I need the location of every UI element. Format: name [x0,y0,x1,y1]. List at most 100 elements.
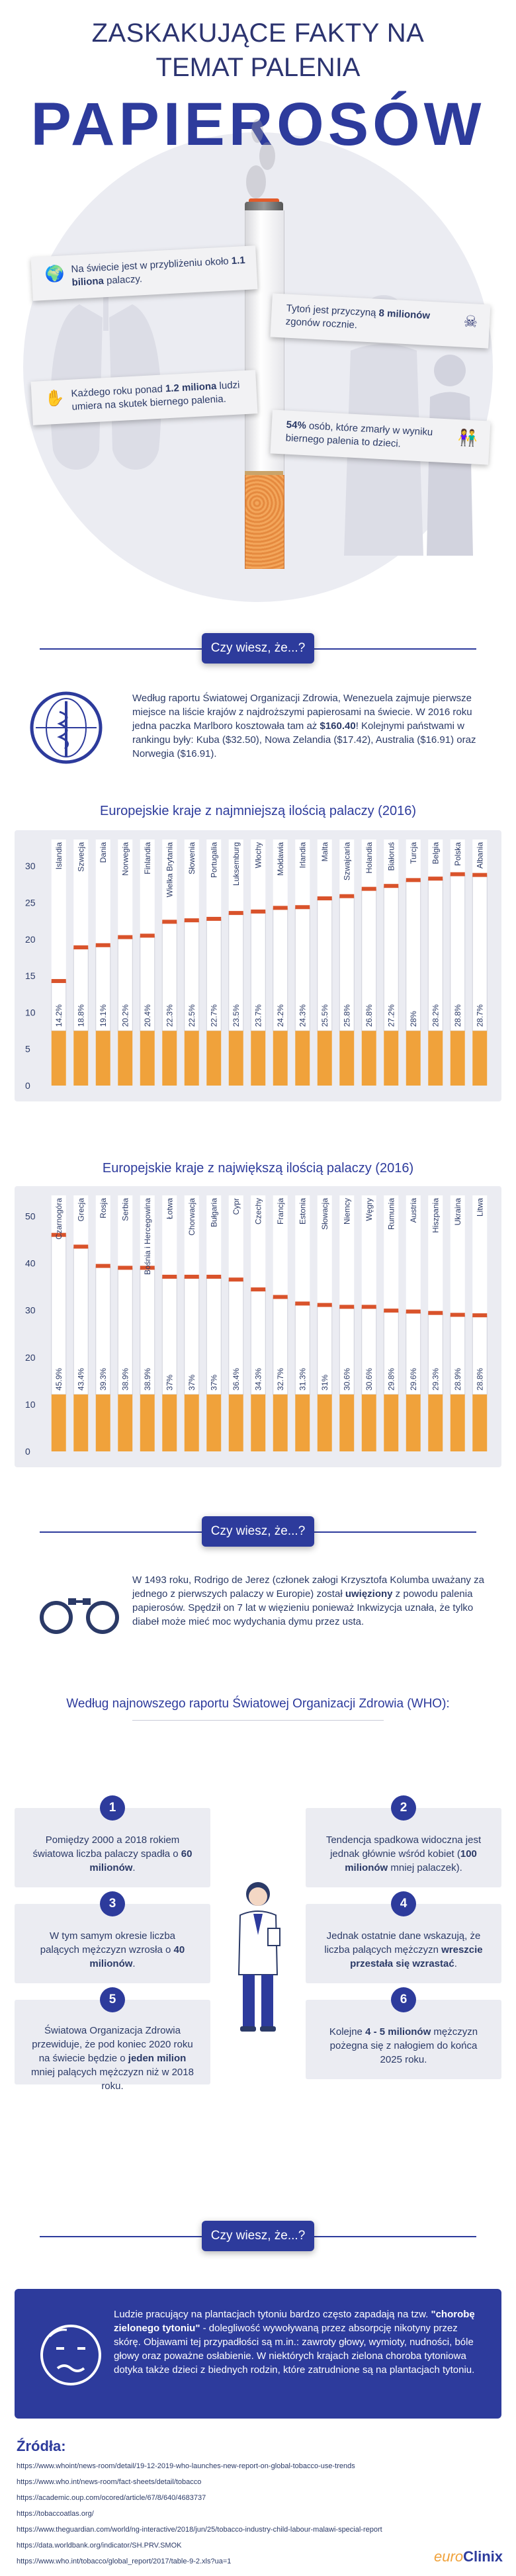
bar-filter [295,1394,310,1451]
hero-title-line3: PAPIEROSÓW [30,91,486,158]
category-label: Estonia [298,1198,307,1224]
bar-value-label: 28.2% [431,1004,440,1027]
bar-value-label: 22.7% [209,1004,218,1027]
divider-line [132,1720,384,1721]
bar-filter [361,1394,376,1451]
source-link[interactable]: https://www.who.int/tobacco/global_repor… [17,2557,232,2565]
bar-ember [273,1295,288,1299]
bar-value-label: 45.9% [54,1368,64,1391]
source-link[interactable]: https://data.worldbank.org/indicator/SH.… [17,2542,182,2550]
bar-filter [95,1031,110,1086]
bar-value-label: 39.3% [99,1368,108,1391]
fact-venezuela: Według raportu Światowej Organizacji Zdr… [132,693,476,759]
category-label: Albania [475,842,484,869]
bar-value-label: 19.1% [99,1004,108,1027]
bar-value-label: 38.9% [120,1368,130,1391]
bar-value-label: 25.5% [320,1004,329,1027]
y-tick-label: 30 [25,861,36,871]
bar-value-label: 28.8% [475,1368,484,1391]
category-label: Hiszpania [431,1198,440,1233]
category-label: Holandia [365,842,374,874]
source-link[interactable]: https://academic.oup.com/ocored/article/… [17,2494,206,2502]
category-label: Litwa [475,1198,484,1217]
chart1-svg: 0 5 10 15 20 25 30 14.2% Islandia 18.8% Szwecja 19.… [25,839,488,1091]
bar-filter [361,1031,376,1086]
smoke-puff [251,119,263,143]
category-label: Chorwacja [187,1198,196,1236]
step-number-4: 4 [391,1891,416,1916]
category-label: Mołdawia [276,842,285,876]
source-link[interactable]: https://www.whoint/news-room/detail/19-1… [17,2462,355,2470]
bar-filter [140,1394,155,1451]
cigarette-band [245,471,283,476]
bar-filter [228,1031,243,1086]
bar-ember [206,1274,222,1279]
chart1-panel: 0 5 10 15 20 25 30 14.2% Islandia 18.8% Szwecja 19.… [15,830,501,1101]
did-you-know-badge: Czy wiesz, że...? [202,633,314,664]
bar-value-label: 20.4% [143,1004,152,1027]
category-label: Finlandia [143,842,152,875]
bar-filter [317,1031,332,1086]
step-number-3: 3 [100,1891,125,1916]
chart2-panel: 0 10 20 30 40 50 45.9% Czarnogóra 43.4% Grecja 39.… [15,1186,501,1467]
globe-icon: 🌍 [44,265,65,284]
category-label: Irlandia [298,842,307,869]
step-card-3: W tym samym okresie liczba palących mężc… [15,1904,210,1983]
source-link[interactable]: https://tobaccoatlas.org/ [17,2510,94,2518]
bar-filter [118,1394,133,1451]
bar-ember [450,872,465,877]
bar-value-label: 43.4% [76,1368,85,1391]
chart2-svg: 0 10 20 30 40 50 45.9% Czarnogóra 43.4% Grecja 39.… [25,1195,488,1457]
bar-value-label: 28.9% [453,1368,462,1391]
bar-ember [228,911,243,916]
chart2-title: Europejskie kraje z największą ilością p… [102,1161,414,1176]
bar-filter [406,1394,421,1451]
bar-ember [51,978,66,983]
sources-title: Źródła: [17,2438,66,2454]
category-label: Cypr [232,1198,241,1215]
bar-ember [206,916,222,921]
category-label: Islandia [54,842,64,870]
bar-ember [361,886,376,891]
bar-ember [295,905,310,910]
bar-ember [428,1310,443,1315]
step-number-2: 2 [391,1795,416,1821]
did-you-know-badge: Czy wiesz, że...? [202,1516,314,1547]
bar-ember [295,1301,310,1306]
bar-ember [162,920,177,924]
source-link[interactable]: https://www.theguardian.com/world/ng-int… [17,2526,382,2534]
bar-filter [184,1394,199,1451]
step-card-6: Kolejne 4 - 5 milionów mężczyzn pożegna … [306,2000,501,2079]
bar-ember [406,1309,421,1314]
did-you-know-badge: Czy wiesz, że...? [202,2221,314,2251]
bar-value-label: 26.8% [365,1004,374,1027]
fact-green-tobacco: Ludzie pracujący na plantacjach tytoniu … [114,2309,475,2376]
source-link[interactable]: https://www.who.int/news-room/fact-sheet… [17,2478,202,2486]
bar-filter [450,1031,465,1086]
step-number-5: 5 [100,1987,125,2012]
handcuffs-icon [40,1598,119,1634]
step-card-2: Tendencja spadkowa widoczna jest jednak … [306,1808,501,1887]
smoke-puff [246,165,266,198]
bar-value-label: 30.6% [365,1368,374,1391]
bar-ember [95,1264,110,1268]
bar-filter [162,1394,177,1451]
fact-rodrigo: W 1493 roku, Rodrigo de Jerez (członek z… [132,1574,484,1627]
category-label: Austria [409,1198,418,1223]
bar-ember [273,906,288,910]
category-label: Grecja [76,1198,85,1222]
bar-value-label: 28.7% [475,1004,484,1027]
category-label: Bułgaria [209,1198,218,1227]
bar-filter [339,1394,355,1451]
bar-ember [317,896,332,900]
bar-ember [95,943,110,947]
category-label: Ukraina [453,1198,462,1226]
bar-ember [118,935,133,939]
bar-value-label: 37% [209,1375,218,1391]
bar-ember [472,1313,488,1318]
y-tick-label: 40 [25,1258,36,1269]
who-emblem-icon [30,691,103,764]
bar-ember [118,1266,133,1270]
bar-ember [251,1287,266,1292]
category-label: Francja [276,1198,285,1224]
